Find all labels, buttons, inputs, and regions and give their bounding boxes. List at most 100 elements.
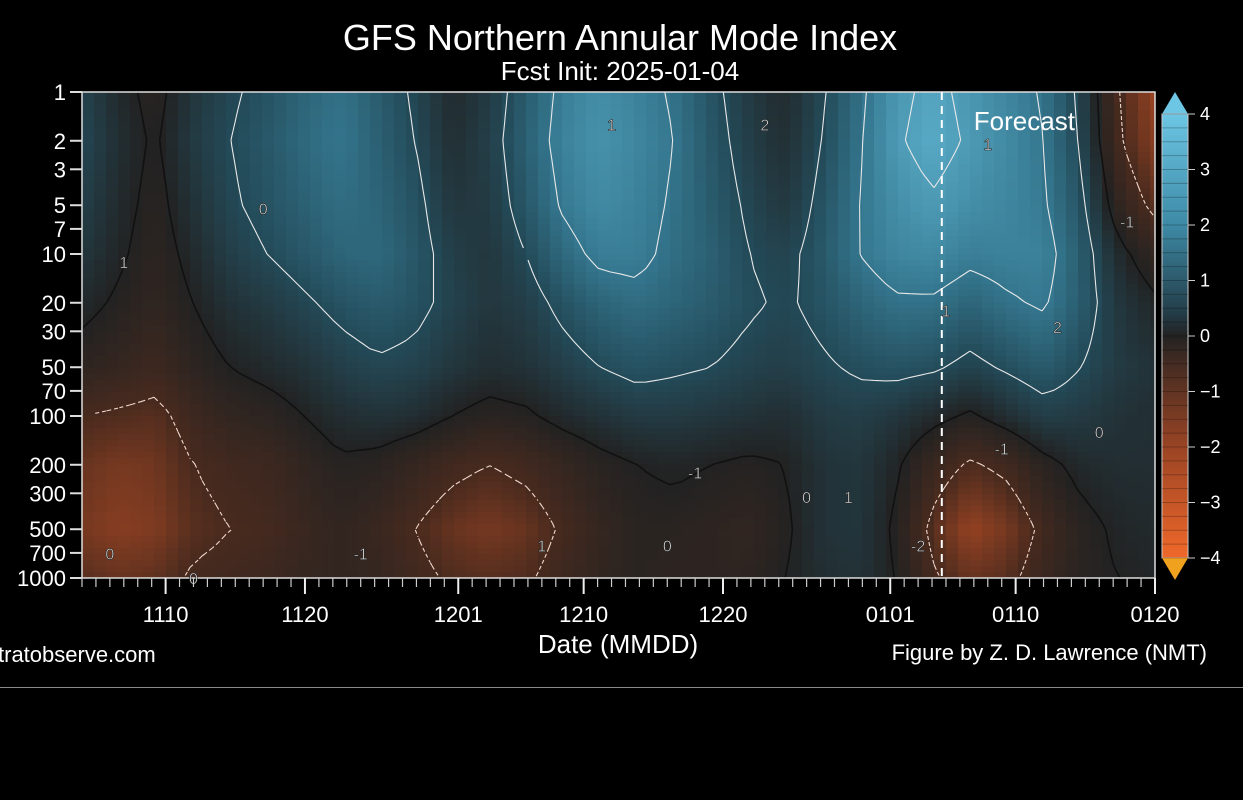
heatmap-cell — [190, 422, 203, 429]
heatmap-cell — [1126, 260, 1139, 267]
heatmap-cell — [442, 146, 455, 153]
heatmap-cell — [982, 374, 995, 381]
heatmap-cell — [178, 224, 191, 231]
heatmap-cell — [874, 104, 887, 111]
heatmap-cell — [826, 362, 839, 369]
heatmap-cell — [418, 224, 431, 231]
heatmap-cell — [922, 242, 935, 249]
heatmap-cell — [694, 110, 707, 117]
heatmap-cell — [826, 188, 839, 195]
heatmap-cell — [358, 362, 371, 369]
heatmap-cell — [646, 140, 659, 147]
heatmap-cell — [946, 176, 959, 183]
heatmap-cell — [118, 146, 131, 153]
heatmap-cell — [814, 404, 827, 411]
heatmap-cell — [490, 254, 503, 261]
heatmap-cell — [262, 230, 275, 237]
heatmap-cell — [346, 152, 359, 159]
heatmap-cell — [910, 260, 923, 267]
heatmap-cell — [814, 344, 827, 351]
heatmap-cell — [490, 122, 503, 129]
heatmap-cell — [586, 260, 599, 267]
heatmap-cell — [778, 146, 791, 153]
heatmap-cell — [238, 302, 251, 309]
heatmap-cell — [622, 314, 635, 321]
heatmap-cell — [862, 110, 875, 117]
heatmap-cell — [982, 170, 995, 177]
heatmap-cell — [802, 296, 815, 303]
heatmap-cell — [298, 152, 311, 159]
heatmap-cell — [406, 302, 419, 309]
heatmap-cell — [82, 368, 95, 375]
heatmap-cell — [658, 278, 671, 285]
heatmap-cell — [694, 362, 707, 369]
heatmap-cell — [190, 140, 203, 147]
heatmap-cell — [214, 392, 227, 399]
heatmap-cell — [346, 194, 359, 201]
heatmap-cell — [574, 362, 587, 369]
heatmap-cell — [178, 344, 191, 351]
heatmap-cell — [1030, 110, 1043, 117]
heatmap-cell — [538, 116, 551, 123]
heatmap-cell — [394, 212, 407, 219]
heatmap-cell — [334, 170, 347, 177]
heatmap-cell — [922, 158, 935, 165]
heatmap-cell — [82, 374, 95, 381]
heatmap-cell — [562, 338, 575, 345]
heatmap-cell — [646, 218, 659, 225]
heatmap-cell — [322, 170, 335, 177]
heatmap-cell — [190, 98, 203, 105]
heatmap-cell — [934, 182, 947, 189]
heatmap-cell — [610, 212, 623, 219]
heatmap-cell — [1126, 194, 1139, 201]
heatmap-cell — [682, 386, 695, 393]
heatmap-cell — [358, 404, 371, 411]
heatmap-cell — [262, 302, 275, 309]
heatmap-cell — [910, 176, 923, 183]
heatmap-cell — [670, 404, 683, 411]
heatmap-cell — [1102, 140, 1115, 147]
heatmap-cell — [190, 338, 203, 345]
heatmap-cell — [610, 410, 623, 417]
heatmap-cell — [874, 320, 887, 327]
heatmap-cell — [934, 188, 947, 195]
heatmap-cell — [766, 272, 779, 279]
heatmap-cell — [406, 200, 419, 207]
heatmap-cell — [118, 236, 131, 243]
heatmap-cell — [886, 248, 899, 255]
heatmap-cell — [958, 98, 971, 105]
heatmap-cell — [238, 278, 251, 285]
heatmap-cell — [1006, 200, 1019, 207]
heatmap-cell — [502, 272, 515, 279]
heatmap-cell — [706, 188, 719, 195]
heatmap-cell — [622, 218, 635, 225]
heatmap-cell — [634, 116, 647, 123]
heatmap-cell — [358, 398, 371, 405]
heatmap-cell — [826, 152, 839, 159]
heatmap-cell — [1102, 272, 1115, 279]
heatmap-cell — [106, 194, 119, 201]
heatmap-cell — [334, 332, 347, 339]
heatmap-cell — [154, 248, 167, 255]
heatmap-cell — [718, 374, 731, 381]
heatmap-cell — [766, 278, 779, 285]
heatmap-cell — [298, 212, 311, 219]
heatmap-cell — [250, 398, 263, 405]
heatmap-cell — [394, 332, 407, 339]
heatmap-cell — [730, 158, 743, 165]
heatmap-cell — [1126, 104, 1139, 111]
heatmap-cell — [790, 272, 803, 279]
heatmap-cell — [874, 404, 887, 411]
heatmap-cell — [586, 356, 599, 363]
heatmap-cell — [1078, 116, 1091, 123]
heatmap-cell — [1126, 416, 1139, 423]
heatmap-cell — [550, 266, 563, 273]
heatmap-cell — [622, 152, 635, 159]
heatmap-cell — [226, 326, 239, 333]
heatmap-cell — [142, 284, 155, 291]
heatmap-cell — [1126, 140, 1139, 147]
heatmap-cell — [754, 416, 767, 423]
heatmap-cell — [742, 212, 755, 219]
heatmap-cell — [250, 410, 263, 417]
heatmap-cell — [106, 422, 119, 429]
